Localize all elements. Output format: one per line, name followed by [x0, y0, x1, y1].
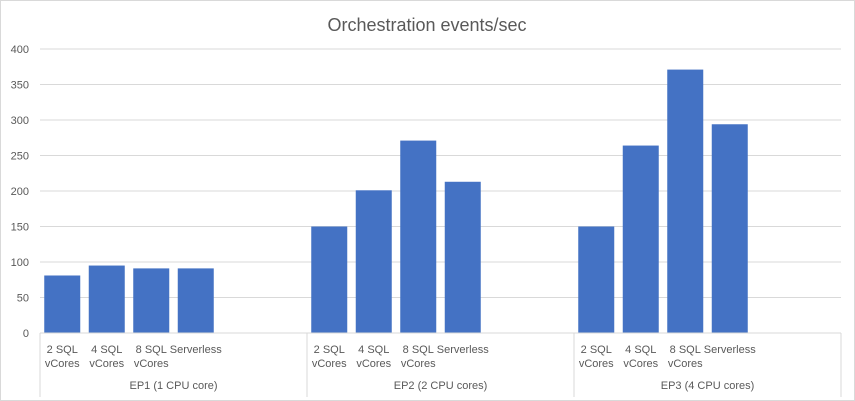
x-category-label: vCores: [623, 358, 658, 370]
x-group-label: EP3 (4 CPU cores): [661, 380, 755, 392]
x-category-label: vCores: [356, 358, 391, 370]
x-category-label: 2 SQL: [314, 344, 345, 356]
bar: [578, 226, 615, 333]
x-category-label: 8 SQL: [136, 344, 167, 356]
bar: [667, 69, 704, 333]
y-tick-label: 200: [11, 186, 29, 198]
x-category-label: vCores: [312, 358, 347, 370]
x-category-label: Serverless: [170, 344, 222, 356]
y-tick-label: 400: [11, 44, 29, 56]
y-tick-label: 350: [11, 80, 29, 92]
x-group-label: EP1 (1 CPU core): [129, 380, 217, 392]
x-category-label: 8 SQL: [670, 344, 701, 356]
x-category-label: vCores: [134, 358, 169, 370]
x-category-label: 8 SQL: [403, 344, 434, 356]
x-category-label: vCores: [401, 358, 436, 370]
x-category-label: vCores: [579, 358, 614, 370]
x-group-label: EP2 (2 CPU cores): [394, 380, 488, 392]
x-category-label: 4 SQL: [91, 344, 122, 356]
bar: [355, 190, 392, 333]
x-category-label: vCores: [45, 358, 80, 370]
chart-title: Orchestration events/sec: [327, 15, 526, 35]
bar: [133, 268, 170, 333]
bar: [177, 268, 214, 333]
gridlines: [40, 48, 841, 298]
bars: [44, 69, 748, 333]
x-category-label: 2 SQL: [581, 344, 612, 356]
bar: [711, 124, 748, 333]
x-category-label: vCores: [89, 358, 124, 370]
x-category-label: vCores: [668, 358, 703, 370]
y-tick-label: 0: [23, 328, 29, 340]
bar: [444, 181, 481, 333]
x-category-label: Serverless: [704, 344, 756, 356]
x-category-label: Serverless: [437, 344, 489, 356]
y-tick-label: 150: [11, 222, 29, 234]
y-axis-tick-labels: 0 50 100 150 200 250 300 350 400: [11, 44, 29, 340]
y-tick-label: 50: [17, 293, 29, 305]
bar: [622, 145, 659, 333]
bar: [88, 265, 125, 333]
x-category-label: 2 SQL: [47, 344, 78, 356]
bar: [400, 140, 437, 333]
bar: [44, 275, 81, 333]
y-tick-label: 100: [11, 257, 29, 269]
x-category-label: 4 SQL: [625, 344, 656, 356]
y-tick-label: 250: [11, 151, 29, 163]
x-category-label: 4 SQL: [358, 344, 389, 356]
y-tick-label: 300: [11, 115, 29, 127]
bar: [311, 226, 348, 333]
